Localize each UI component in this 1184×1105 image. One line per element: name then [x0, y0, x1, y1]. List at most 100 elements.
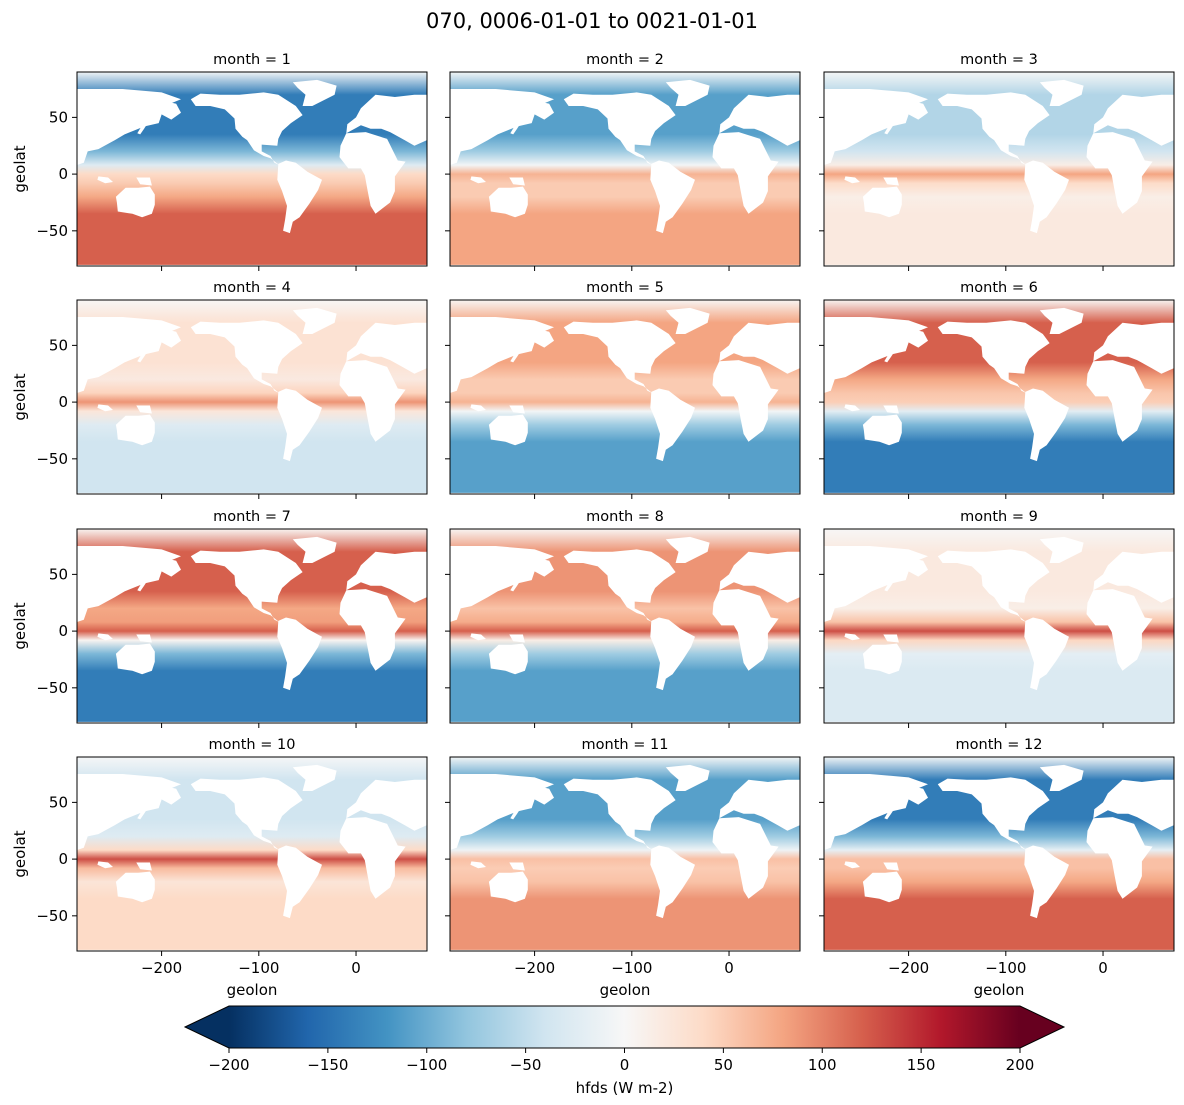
land-polygon-3	[339, 817, 406, 899]
land-polygon-2	[292, 764, 337, 791]
land-polygon-8	[844, 861, 860, 869]
land-polygon-4	[1093, 94, 1174, 146]
land-polygon-0	[563, 777, 676, 850]
panel-title: month = 6	[960, 280, 1038, 296]
land-polygon-5	[488, 414, 528, 446]
land-polygon-4	[346, 779, 427, 831]
x-tick-label: −100	[238, 959, 279, 977]
land-polygon-1	[277, 160, 322, 234]
land-polygon-10	[884, 124, 894, 135]
land-polygon-5	[115, 871, 155, 903]
land-polygon-10	[510, 809, 520, 820]
panel-month-9: month = 9	[819, 509, 1175, 728]
panel-month-4: month = 4 −50 0 50 geolat	[11, 280, 428, 499]
land-polygon-8	[470, 633, 486, 641]
land-polygon-5	[488, 871, 528, 903]
land-mask	[824, 536, 1174, 723]
land-polygon-3	[1086, 817, 1153, 899]
panel-month-8: month = 8	[445, 509, 801, 728]
y-tick-label: 0	[58, 165, 68, 183]
land-polygon-7	[903, 557, 928, 577]
land-polygon-7	[903, 328, 928, 348]
land-polygon-0	[937, 92, 1050, 165]
panel-title: month = 8	[586, 509, 664, 525]
y-tick-label: −50	[36, 222, 68, 240]
land-polygon-3	[339, 589, 406, 671]
colorbar-tick-label: −50	[510, 1056, 542, 1074]
land-polygon-4	[1093, 779, 1174, 831]
land-polygon-9	[883, 862, 899, 871]
y-axis-label: geolat	[11, 373, 29, 420]
land-polygon-5	[862, 414, 902, 446]
land-polygon-2	[292, 307, 337, 334]
land-polygon-1	[1024, 617, 1069, 691]
land-polygon-8	[97, 176, 113, 184]
panel-month-10: month = 10 −50 0 50 geolat −200 −100 0 geolon	[11, 737, 428, 999]
panel-month-3: month = 3	[819, 52, 1175, 271]
land-polygon-5	[488, 186, 528, 218]
panel-title: month = 11	[582, 737, 669, 753]
y-tick-label: 50	[49, 793, 68, 811]
panel-frame	[823, 71, 1175, 267]
land-polygon-3	[339, 360, 406, 442]
land-polygon-8	[97, 404, 113, 412]
land-polygon-3	[339, 132, 406, 214]
y-tick-label: 0	[58, 393, 68, 411]
land-polygon-6	[450, 89, 554, 165]
land-mask	[77, 307, 427, 494]
land-polygon-9	[883, 634, 899, 643]
land-polygon-4	[346, 551, 427, 603]
y-tick-label: −50	[36, 450, 68, 468]
land-polygon-3	[712, 817, 779, 899]
land-polygon-11	[77, 492, 427, 494]
land-polygon-5	[862, 871, 902, 903]
land-polygon-3	[1086, 589, 1153, 671]
land-mask	[77, 79, 427, 266]
land-polygon-4	[346, 322, 427, 374]
land-polygon-1	[650, 160, 695, 234]
panel-frame	[823, 756, 1175, 952]
panel-frame	[449, 528, 801, 724]
land-polygon-0	[190, 777, 303, 850]
colorbar-tick-label: 100	[808, 1056, 837, 1074]
land-polygon-8	[844, 404, 860, 412]
panel-title: month = 2	[586, 52, 664, 68]
x-tick-label: 0	[724, 959, 734, 977]
land-polygon-9	[883, 405, 899, 414]
land-polygon-9	[509, 634, 525, 643]
land-polygon-5	[115, 186, 155, 218]
land-polygon-8	[97, 633, 113, 641]
colorbar-tick-label: −100	[406, 1056, 447, 1074]
land-polygon-3	[1086, 360, 1153, 442]
land-polygon-8	[97, 861, 113, 869]
land-polygon-0	[190, 92, 303, 165]
land-polygon-9	[136, 862, 152, 871]
land-polygon-4	[719, 551, 800, 603]
colorbar-tick-label: −150	[307, 1056, 348, 1074]
land-polygon-8	[470, 861, 486, 869]
land-polygon-10	[884, 809, 894, 820]
land-polygon-1	[277, 845, 322, 919]
land-polygon-7	[903, 785, 928, 805]
panel-month-5: month = 5	[445, 280, 801, 499]
land-polygon-4	[346, 94, 427, 146]
y-tick-label: −50	[36, 907, 68, 925]
land-polygon-11	[824, 721, 1174, 723]
land-polygon-10	[884, 581, 894, 592]
land-polygon-9	[509, 177, 525, 186]
land-polygon-7	[529, 100, 554, 120]
land-polygon-11	[824, 492, 1174, 494]
panel-frame	[823, 528, 1175, 724]
land-polygon-5	[862, 186, 902, 218]
colorbar: −200 −150 −100 −50 0 50 100 150 200 hfds (W m-2)	[183, 1005, 1066, 1097]
colorbar-tick-label: 150	[907, 1056, 936, 1074]
panel-frame	[76, 299, 428, 495]
land-polygon-1	[1024, 388, 1069, 462]
land-polygon-4	[719, 779, 800, 831]
land-polygon-10	[137, 809, 147, 820]
colorbar-extend-max	[1020, 1006, 1064, 1048]
panel-month-1: month = 1 −50 0 50 geolat	[11, 52, 428, 271]
y-tick-label: 50	[49, 108, 68, 126]
land-polygon-7	[156, 328, 181, 348]
